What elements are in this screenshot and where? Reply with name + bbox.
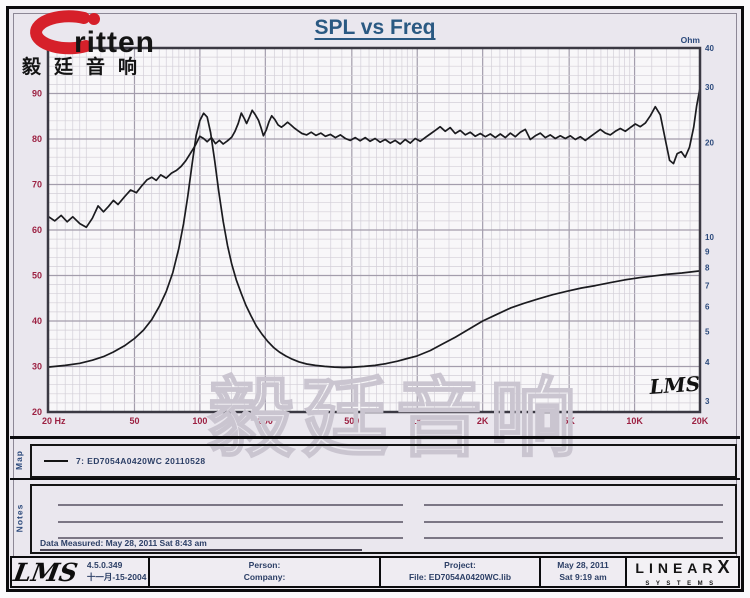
print-time: Sat 9:19 am [559, 572, 607, 582]
note-rule-line [58, 521, 403, 523]
linearx-systems-text: SYSTEMS [645, 581, 720, 588]
note-rule-line [424, 521, 723, 523]
y-left-tick-label: 80 [32, 134, 42, 144]
company-label: Company: [243, 572, 286, 582]
x-tick-label: 500 [344, 416, 359, 426]
y-left-tick-label: 90 [32, 89, 42, 99]
map-section-label: Map [14, 450, 24, 470]
footer-cell-lms-version: LMS 4.5.0.349 十一月-15-2004 [10, 556, 150, 588]
page-title: SPL vs Freq [314, 16, 436, 39]
map-section: Map 7: ED7054A0420WC 20110528 [10, 436, 740, 481]
note-rule-line [58, 504, 403, 506]
lms-plot-logo: LMS [648, 372, 701, 400]
y-right-tick-label: 10 [705, 233, 714, 242]
y-right-tick-label: 4 [705, 358, 710, 367]
person-label: Person: [248, 560, 281, 571]
y-right-tick-label: 9 [705, 247, 710, 256]
lms-version: 4.5.0.349 [86, 560, 123, 571]
notes-section-label: Notes [14, 503, 24, 533]
y-right-axis-title: Ohm [681, 35, 701, 45]
note-rule-line [424, 537, 723, 539]
y-right-tick-label: 30 [705, 83, 714, 92]
x-tick-label: 1K [411, 416, 423, 426]
x-tick-label: 2K [477, 416, 489, 426]
impedance-curve [47, 112, 701, 369]
note-rule-line [424, 504, 723, 506]
lms-logo: LMS [11, 557, 80, 587]
brand-chinese-text: 毅廷音响 [22, 57, 151, 78]
swoosh-shape [30, 10, 92, 55]
x-tick-label: 50 [129, 416, 139, 426]
notes-section: Notes Data Measured: May 28, 2011 Sat 8:… [10, 478, 740, 556]
legend-line-swatch [44, 460, 68, 462]
file-label: File: ED7054A0420WC.lib [408, 572, 512, 582]
footer-cell-project-file: Project: File: ED7054A0420WC.lib [379, 556, 541, 588]
y-left-tick-label: 60 [32, 225, 42, 235]
y-left-tick-label: 30 [32, 362, 42, 372]
notes-box: Data Measured: May 28, 2011 Sat 8:43 am [30, 484, 737, 554]
x-tick-label: 10K [626, 416, 643, 426]
y-right-tick-label: 40 [705, 44, 714, 53]
footer-cell-person-company: Person: Company: [148, 556, 381, 588]
y-left-tick-label: 40 [32, 316, 42, 326]
brand-text: ritten [74, 26, 155, 59]
y-left-tick-label: 50 [32, 271, 42, 281]
x-tick-label: 200 [258, 416, 273, 426]
data-measured-text: Data Measured: May 28, 2011 Sat 8:43 am [40, 538, 362, 551]
spl-vs-freq-chart: 90 80 70 60 50 40 30 20 Ohm 40 30 20 10 9 8 7 6 5 4 3 20 Hz 5… [32, 35, 714, 426]
y-right-tick-label: 7 [705, 282, 710, 291]
note-rule-line [58, 537, 403, 539]
y-right-tick-label: 8 [705, 263, 710, 272]
y-right-tick-label: 6 [705, 303, 710, 312]
project-label: Project: [444, 560, 476, 571]
swoosh-dot [88, 13, 100, 25]
y-right-tick-label: 3 [705, 397, 710, 406]
footer-cell-linearx-logo: LINEAR X SYSTEMS [625, 556, 740, 588]
brand-logo: ritten 毅廷音响 [16, 8, 226, 78]
linearx-logo: LINEAR X [635, 557, 730, 578]
x-tick-label: 20K [692, 416, 709, 426]
lms-version-date: 十一月-15-2004 [86, 572, 147, 582]
footer-bar: LMS 4.5.0.349 十一月-15-2004 Person: Compan… [10, 556, 740, 588]
footer-cell-date: May 28, 2011 Sat 9:19 am [539, 556, 627, 588]
x-tick-label: 5K [563, 416, 575, 426]
brand-swoosh-icon: ritten [30, 10, 155, 59]
y-left-tick-label: 20 [32, 407, 42, 417]
spl-curve [47, 87, 701, 229]
y-left-tick-label: 70 [32, 180, 42, 190]
y-right-tick-label: 5 [705, 327, 710, 336]
x-tick-label: 100 [192, 416, 207, 426]
print-date: May 28, 2011 [557, 560, 609, 571]
legend-entry: 7: ED7054A0420WC 20110528 [76, 456, 206, 466]
x-tick-label: 20 Hz [42, 416, 66, 426]
y-right-tick-label: 20 [705, 138, 714, 147]
legend-box: 7: ED7054A0420WC 20110528 [30, 444, 737, 478]
plot-frame [46, 46, 702, 414]
